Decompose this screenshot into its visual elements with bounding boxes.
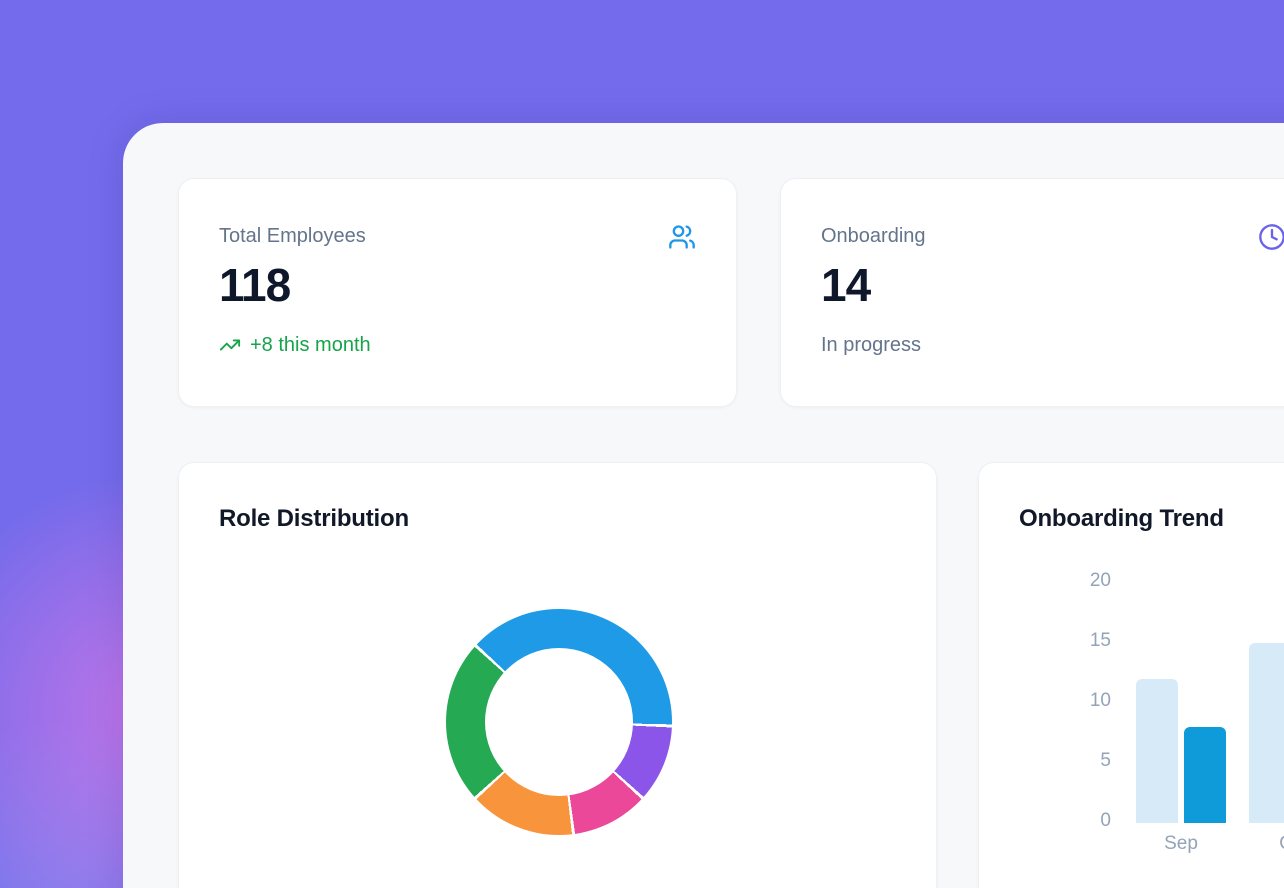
dashboard-panel: Total Employees 118 — [123, 123, 1284, 888]
users-icon — [668, 223, 696, 251]
stat-card-header: Onboarding — [821, 223, 1284, 251]
stat-card-delta: +8 this month — [219, 331, 696, 359]
role-distribution-card: Role Distribution — [178, 462, 937, 888]
donut-hole — [485, 648, 633, 796]
onboarding-trend-bar-chart[interactable]: 0 5 10 15 20 Sep Oct — [979, 463, 1284, 888]
stat-card-onboarding: Onboarding 14 In progress — [780, 178, 1284, 407]
stat-card-total-employees: Total Employees 118 — [178, 178, 737, 407]
card-title: Role Distribution — [219, 505, 409, 532]
clock-icon — [1258, 223, 1284, 251]
bar-sep-series-light[interactable] — [1136, 679, 1178, 823]
stat-card-delta-text: +8 this month — [250, 334, 371, 356]
y-axis-tick-label: 10 — [1089, 690, 1111, 711]
x-axis-label: Sep — [1164, 833, 1198, 854]
y-axis-tick-label: 15 — [1089, 630, 1111, 651]
role-distribution-donut-chart[interactable] — [446, 609, 672, 835]
trending-up-icon — [219, 334, 241, 356]
stat-card-label: Total Employees — [219, 225, 366, 247]
bar-sep-series-dark[interactable] — [1184, 727, 1226, 823]
y-axis-tick-label: 0 — [1100, 810, 1111, 831]
bar-oct-series-light[interactable] — [1249, 643, 1284, 823]
y-axis-tick-label: 5 — [1100, 750, 1111, 771]
stat-card-label: Onboarding — [821, 225, 926, 247]
stat-card-header: Total Employees — [219, 223, 696, 251]
card-title: Onboarding Trend — [1019, 505, 1224, 532]
onboarding-trend-card: Onboarding Trend 0 5 10 15 20 Sep Oct — [978, 462, 1284, 888]
stat-card-subtext: In progress — [821, 334, 922, 356]
x-axis-label: Oct — [1249, 833, 1284, 855]
stat-card-value: 14 — [821, 259, 871, 311]
y-axis-tick-label: 20 — [1089, 570, 1111, 591]
stat-card-value: 118 — [219, 259, 291, 311]
